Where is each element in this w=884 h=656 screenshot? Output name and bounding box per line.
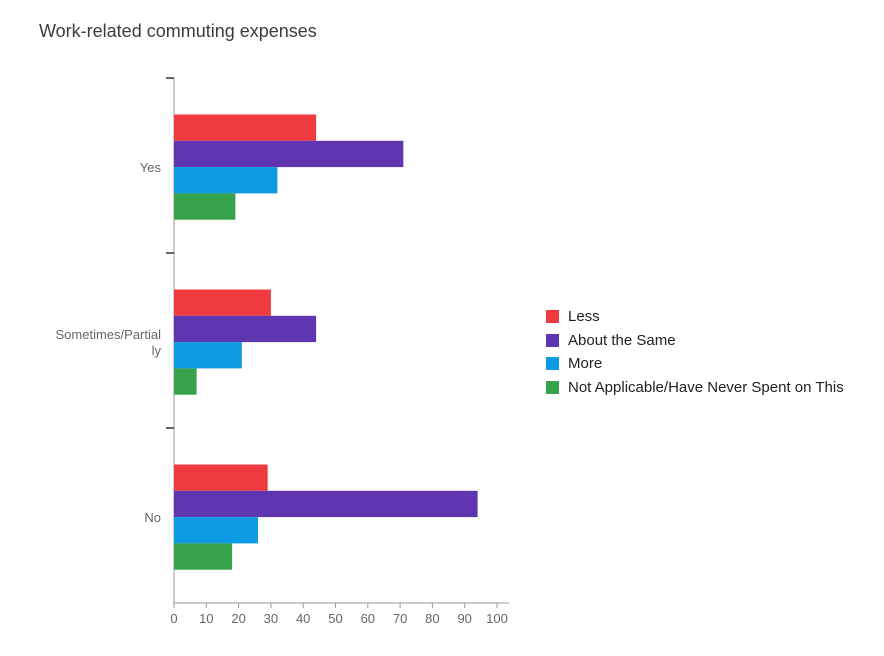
x-tick-label: 100 [486, 611, 508, 626]
bar-not-applicable-have-never-spent-on-this-1 [174, 368, 197, 395]
bar-about-the-same-0 [174, 140, 404, 168]
y-tick-label: Sometimes/Partial ly [56, 327, 162, 358]
x-tick-label: 70 [393, 611, 407, 626]
legend-label: About the Same [568, 331, 676, 349]
legend-swatch [546, 380, 559, 394]
bar-more-2 [174, 517, 258, 544]
bar-less-0 [174, 114, 317, 141]
bar-not-applicable-have-never-spent-on-this-0 [174, 193, 236, 220]
legend-swatch [546, 333, 559, 347]
x-tick-label: 60 [361, 611, 375, 626]
y-tick-label: No [144, 510, 161, 525]
chart-legend: Less About the Same More Not Applicable/Hav… [546, 305, 844, 399]
legend-item[interactable]: More [546, 352, 844, 376]
legend-label: Less [568, 308, 600, 326]
legend-label: Not Applicable/Have Never Spent on This [568, 378, 844, 396]
legend-item[interactable]: About the Same [546, 329, 844, 353]
x-tick-label: 40 [296, 611, 310, 626]
bar-less-1 [174, 289, 271, 316]
x-tick-label: 30 [264, 611, 278, 626]
bar-about-the-same-2 [174, 490, 478, 518]
bar-more-0 [174, 167, 278, 194]
y-tick-label: Yes [140, 160, 162, 175]
x-tick-label: 90 [457, 611, 471, 626]
bar-more-1 [174, 342, 242, 369]
x-tick-label: 20 [231, 611, 245, 626]
legend-swatch [546, 357, 559, 371]
x-tick-label: 80 [425, 611, 439, 626]
bar-not-applicable-have-never-spent-on-this-2 [174, 543, 233, 570]
legend-item[interactable]: Not Applicable/Have Never Spent on This [546, 376, 844, 400]
legend-swatch [546, 310, 559, 324]
x-tick-label: 10 [199, 611, 213, 626]
legend-label: More [568, 355, 603, 373]
bar-less-2 [174, 464, 268, 491]
bar-about-the-same-1 [174, 315, 317, 343]
chart-title: Work-related commuting expenses [39, 21, 317, 41]
x-tick-label: 0 [170, 611, 177, 626]
legend-item[interactable]: Less [546, 305, 844, 329]
x-tick-label: 50 [328, 611, 342, 626]
